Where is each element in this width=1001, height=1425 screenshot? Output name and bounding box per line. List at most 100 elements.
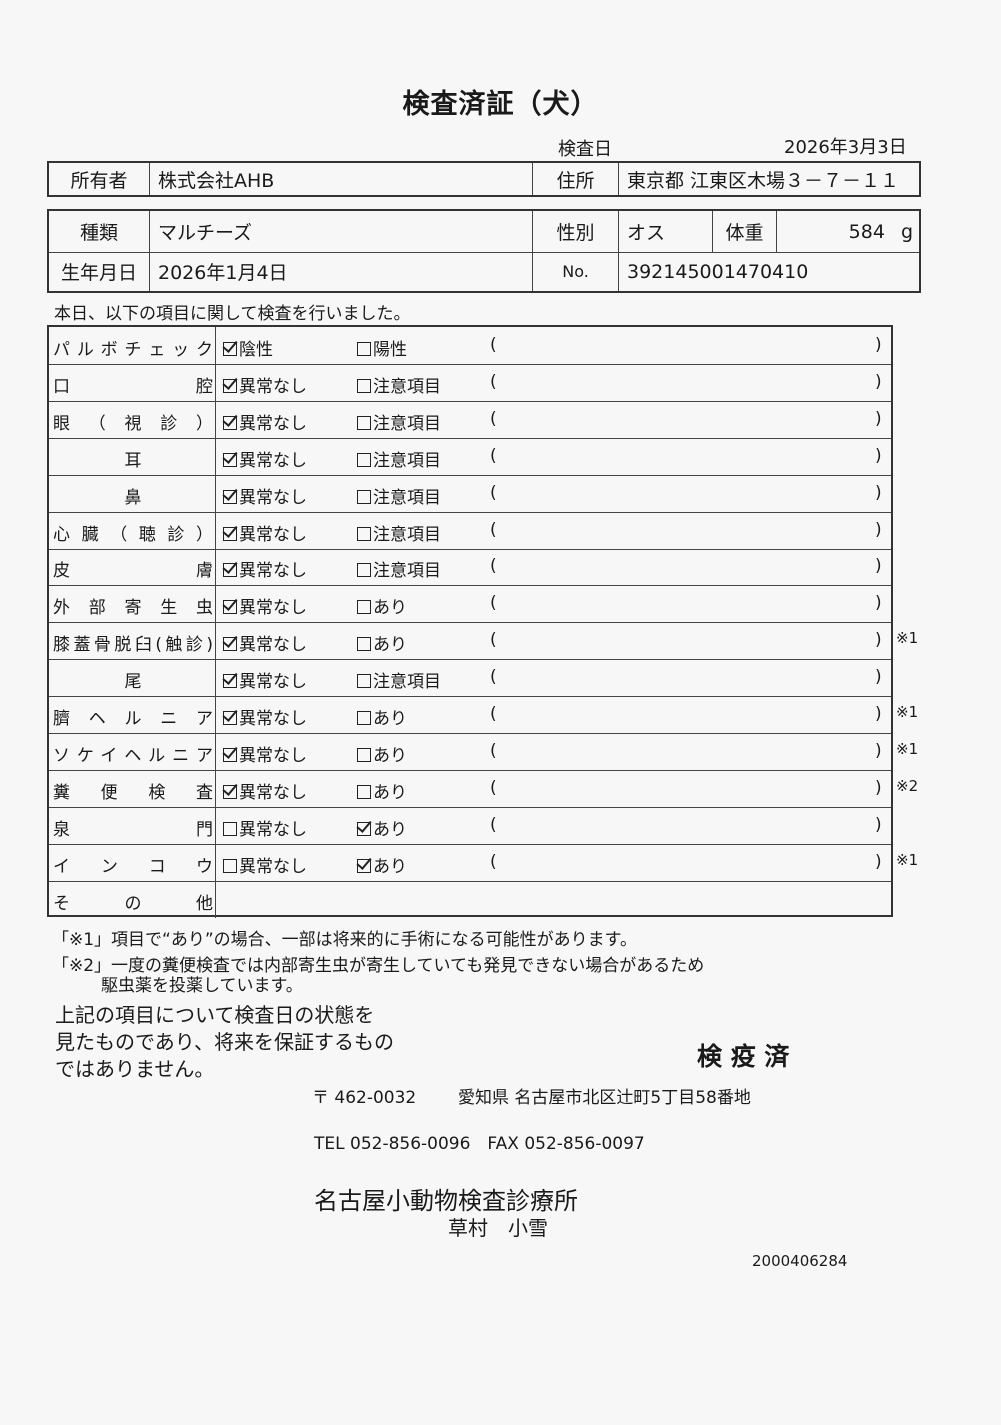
checkbox[interactable] [223, 452, 237, 467]
inspection-row: 外部寄生虫 異常なし あり () [49, 585, 891, 624]
option-2[interactable]: あり [357, 852, 407, 877]
option-2[interactable]: 注意項目 [357, 520, 441, 545]
checkbox[interactable] [357, 747, 371, 762]
checkbox[interactable] [223, 858, 237, 873]
footnote-ref: ※1 [896, 629, 919, 648]
option-1[interactable]: 異常なし [223, 815, 307, 840]
checkbox[interactable] [357, 526, 371, 541]
inspection-row: 耳 異常なし 注意項目 () [49, 437, 891, 476]
option-1[interactable]: 異常なし [223, 520, 307, 545]
option-2[interactable]: 注意項目 [357, 483, 441, 508]
inspection-row: その他 [49, 880, 891, 918]
option-2[interactable]: あり [357, 778, 407, 803]
checkbox[interactable] [223, 637, 237, 652]
option-1[interactable]: 異常なし [223, 593, 307, 618]
paren-open: ( [490, 556, 497, 577]
option-1-label: 異常なし [239, 450, 307, 471]
inspection-row: パルボチェック 陰性 陽性 () [49, 327, 891, 365]
option-2-label: あり [373, 598, 407, 619]
checkbox[interactable] [357, 858, 371, 873]
checkbox[interactable] [357, 342, 371, 356]
checkbox[interactable] [357, 821, 371, 836]
option-1[interactable]: 異常なし [223, 556, 307, 581]
checkbox[interactable] [223, 600, 237, 615]
paren-open: ( [490, 593, 497, 614]
checkbox[interactable] [357, 415, 371, 430]
option-2[interactable]: 注意項目 [357, 372, 441, 397]
paren-close: ) [875, 740, 882, 761]
checkbox[interactable] [357, 637, 371, 652]
checkbox[interactable] [223, 674, 237, 689]
option-1[interactable]: 異常なし [223, 446, 307, 471]
owner-table: 所有者 株式会社AHB 住所 東京都 江東区木場３－７－１１ [47, 161, 921, 197]
checkbox[interactable] [223, 378, 237, 393]
inspection-row: 眼（視診） 異常なし 注意項目 () [49, 400, 891, 439]
owner-label: 所有者 [49, 163, 150, 195]
checkbox[interactable] [357, 711, 371, 725]
inspection-row: 尾 異常なし 注意項目 () [49, 659, 891, 698]
paren-close: ) [875, 630, 882, 651]
option-2[interactable]: あり [357, 593, 407, 618]
option-2[interactable]: あり [357, 630, 407, 655]
option-1[interactable]: 異常なし [223, 852, 307, 877]
checkbox[interactable] [357, 674, 371, 689]
sex-label: 性別 [533, 211, 619, 252]
checkbox[interactable] [223, 711, 237, 725]
option-1-label: 異常なし [239, 709, 307, 729]
checkbox[interactable] [357, 489, 371, 504]
option-1[interactable]: 異常なし [223, 409, 307, 434]
weight-value: 584 [848, 220, 885, 243]
option-2[interactable]: あり [357, 815, 407, 840]
checkbox[interactable] [223, 415, 237, 430]
option-1-label: 異常なし [239, 782, 307, 803]
option-2[interactable]: 注意項目 [357, 409, 441, 434]
checkbox[interactable] [223, 489, 237, 504]
option-2[interactable]: あり [357, 741, 407, 766]
checkbox[interactable] [357, 378, 371, 393]
paren-open: ( [490, 335, 497, 355]
checkbox[interactable] [357, 600, 371, 615]
option-2[interactable]: 注意項目 [357, 556, 441, 581]
paren-open: ( [490, 482, 497, 503]
option-1[interactable]: 異常なし [223, 667, 307, 692]
option-1[interactable]: 陰性 [223, 335, 273, 360]
paren-open: ( [490, 667, 497, 688]
option-1[interactable]: 異常なし [223, 741, 307, 766]
inspection-row: 泉門 異常なし あり () [49, 806, 891, 845]
paren-close: ) [875, 482, 882, 503]
checkbox[interactable] [223, 526, 237, 541]
paren-close: ) [875, 371, 882, 392]
paren-close: ) [875, 851, 882, 872]
inspection-row: 膝蓋骨脱臼(触診) 異常なし あり () [49, 622, 891, 661]
paren-close: ) [875, 408, 882, 429]
option-1-label: 異常なし [239, 856, 307, 877]
option-1[interactable]: 異常なし [223, 372, 307, 397]
option-2[interactable]: 注意項目 [357, 667, 441, 692]
checkbox[interactable] [357, 563, 371, 578]
inspection-item-label: インコウ [53, 856, 213, 877]
checkbox[interactable] [357, 452, 371, 467]
footnote-ref: ※1 [896, 850, 919, 869]
option-1[interactable]: 異常なし [223, 778, 307, 803]
option-2[interactable]: 陽性 [357, 335, 407, 360]
option-1[interactable]: 異常なし [223, 704, 307, 729]
checkbox[interactable] [223, 563, 237, 578]
paren-open: ( [490, 371, 497, 392]
sex-value: オス [619, 211, 713, 252]
paren-open: ( [490, 519, 497, 540]
inspection-item-label: 鼻 [124, 487, 142, 508]
checkbox[interactable] [357, 784, 371, 799]
inspection-row: ソケイヘルニア 異常なし あり () [49, 732, 891, 771]
inspection-item-label: パルボチェック [53, 340, 213, 360]
option-1[interactable]: 異常なし [223, 630, 307, 655]
paren-close: ) [875, 445, 882, 466]
clinic-address: 愛知県 名古屋市北区辻町5丁目58番地 [458, 1088, 751, 1108]
checkbox[interactable] [223, 342, 237, 356]
option-2[interactable]: あり [357, 704, 407, 729]
option-1[interactable]: 異常なし [223, 483, 307, 508]
checkbox[interactable] [223, 747, 237, 762]
checkbox[interactable] [223, 784, 237, 799]
paren-close: ) [875, 777, 882, 798]
option-2[interactable]: 注意項目 [357, 446, 441, 471]
checkbox[interactable] [223, 821, 237, 836]
